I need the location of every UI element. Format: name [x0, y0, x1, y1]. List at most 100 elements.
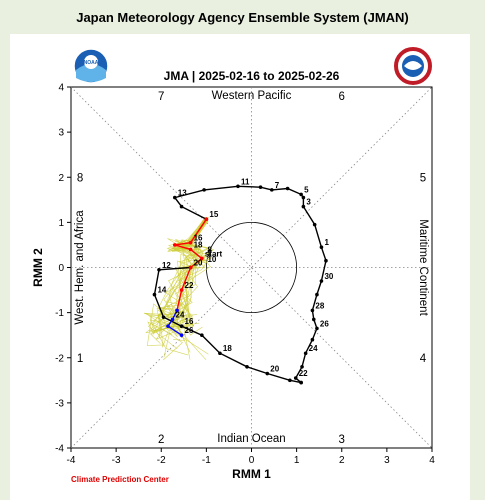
forecast-mean-late-point [170, 317, 175, 322]
y-tick-label: 0 [58, 263, 64, 274]
observed-day-label: 24 [309, 344, 318, 353]
phase-number-1: 1 [77, 353, 83, 365]
forecast-mean-early-point [188, 247, 193, 252]
observed-tail2-point [161, 315, 166, 319]
observed-day-label: 3 [306, 198, 311, 207]
ensemble-member-line [144, 219, 209, 355]
forecast-mean-early-day-label: 22 [185, 281, 194, 290]
forecast-mean-early-point [188, 240, 193, 245]
observed-tail-point [245, 364, 249, 369]
x-tick-label: -1 [202, 455, 211, 466]
observed-point [172, 195, 177, 200]
observed-point [258, 185, 263, 189]
observed-tail-day-label: 20 [270, 365, 279, 374]
observed-point [270, 188, 274, 192]
x-tick-label: -2 [157, 455, 166, 466]
forecast-mean-early-day-label: 16 [194, 234, 203, 243]
forecast-mean-early-day-label: start [205, 249, 223, 258]
observed-tail-point [218, 351, 222, 356]
observed-point [236, 184, 240, 189]
x-tick-label: 2 [339, 455, 345, 466]
forecast-mean-late-point [166, 324, 170, 328]
region-label-left: West. Hem. and Africa [74, 210, 86, 325]
forecast-mean-early-point [179, 288, 184, 292]
observed-point [319, 245, 324, 249]
noaa-logo-text: NOAA [84, 60, 99, 66]
diagonal-line [70, 86, 433, 449]
diagonal-line [70, 86, 433, 449]
observed-point [202, 188, 206, 192]
ensemble-member-line [159, 220, 213, 338]
day-label: 10 [207, 255, 216, 264]
region-label-right: Maritime Continent [417, 219, 429, 316]
forecast-mean-late-point [179, 333, 184, 337]
page-header: Japan Meteorology Agency Ensemble System… [76, 9, 409, 25]
x-tick-label: -4 [67, 455, 76, 466]
observed-point [285, 186, 290, 191]
y-tick-label: 4 [58, 83, 64, 94]
observed-point [301, 195, 306, 200]
x-tick-label: 1 [294, 455, 300, 466]
phase-number-8: 8 [77, 172, 83, 184]
ensemble-member-line [158, 221, 215, 361]
day-label: 8 [207, 246, 212, 255]
observed-day-label: 1 [324, 238, 329, 247]
forecast-mean-late-point [175, 308, 179, 313]
observed-point [293, 376, 298, 380]
phase-number-6: 6 [339, 91, 345, 103]
forecast-mean-early-point [200, 256, 204, 261]
region-label-top: Western Pacific [212, 90, 292, 102]
phase-number-2: 2 [158, 434, 164, 446]
forecast-mean-late-line [167, 310, 182, 336]
phase-number-5: 5 [420, 172, 426, 184]
y-axis-title: RMM 2 [31, 248, 45, 287]
observed-point [312, 222, 317, 227]
observed-day-label: 13 [178, 189, 187, 198]
phase-number-7: 7 [158, 91, 164, 103]
x-tick-label: 4 [429, 455, 435, 466]
observed-day-label: 7 [275, 181, 280, 190]
phase-number-3: 3 [339, 434, 345, 446]
x-tick-label: -3 [112, 455, 121, 466]
observed-day-label: 30 [324, 272, 333, 281]
x-tick-label: 0 [249, 455, 255, 466]
observed-point [303, 351, 308, 356]
observed-tail2-point [152, 292, 157, 297]
observed-day-label: 11 [241, 177, 250, 186]
forecast-mean-early-point [204, 217, 209, 222]
observed-point [324, 258, 328, 263]
observed-point [315, 326, 319, 331]
y-tick-label: 2 [58, 173, 64, 184]
phase-number-4: 4 [420, 353, 427, 365]
forecast-mean-early-day-label: 18 [194, 240, 203, 249]
forecast-mean-late-day-label: 24 [176, 310, 185, 319]
credit-text: Climate Prediction Center [71, 475, 169, 484]
observed-point [299, 192, 303, 197]
observed-day-label: 5 [304, 185, 309, 194]
unit-circle [205, 221, 298, 314]
observed-point [301, 204, 306, 209]
y-tick-label: 3 [58, 128, 64, 139]
noaa-logo-bird [84, 55, 98, 69]
forecast-mean-late-day-label: 26 [185, 326, 194, 335]
observed-tail2-point [157, 267, 161, 272]
observed-point [311, 317, 316, 322]
observed-tail2-day-label: 12 [162, 261, 171, 270]
observed-tail2-day-label: 14 [157, 286, 166, 295]
observed-point [310, 308, 315, 313]
observed-tail-point [200, 333, 204, 337]
y-tick-label: -3 [55, 398, 64, 409]
observed-point [300, 364, 304, 369]
x-axis-title: RMM 1 [232, 467, 271, 481]
observed-tail2-point [179, 324, 184, 328]
forecast-mean-early-day-label: 20 [194, 259, 203, 268]
observed-day-label: 15 [209, 210, 218, 219]
y-tick-label: -1 [55, 308, 64, 319]
observed-day-label: 22 [299, 369, 308, 378]
chart-title: JMA | 2025-02-16 to 2025-02-26 [164, 69, 340, 83]
observed-day-label: 26 [320, 319, 329, 328]
observed-point [315, 292, 319, 297]
observed-tail-point [288, 378, 292, 383]
observed-point [319, 279, 324, 283]
observed-tail-day-label: 18 [223, 344, 232, 353]
